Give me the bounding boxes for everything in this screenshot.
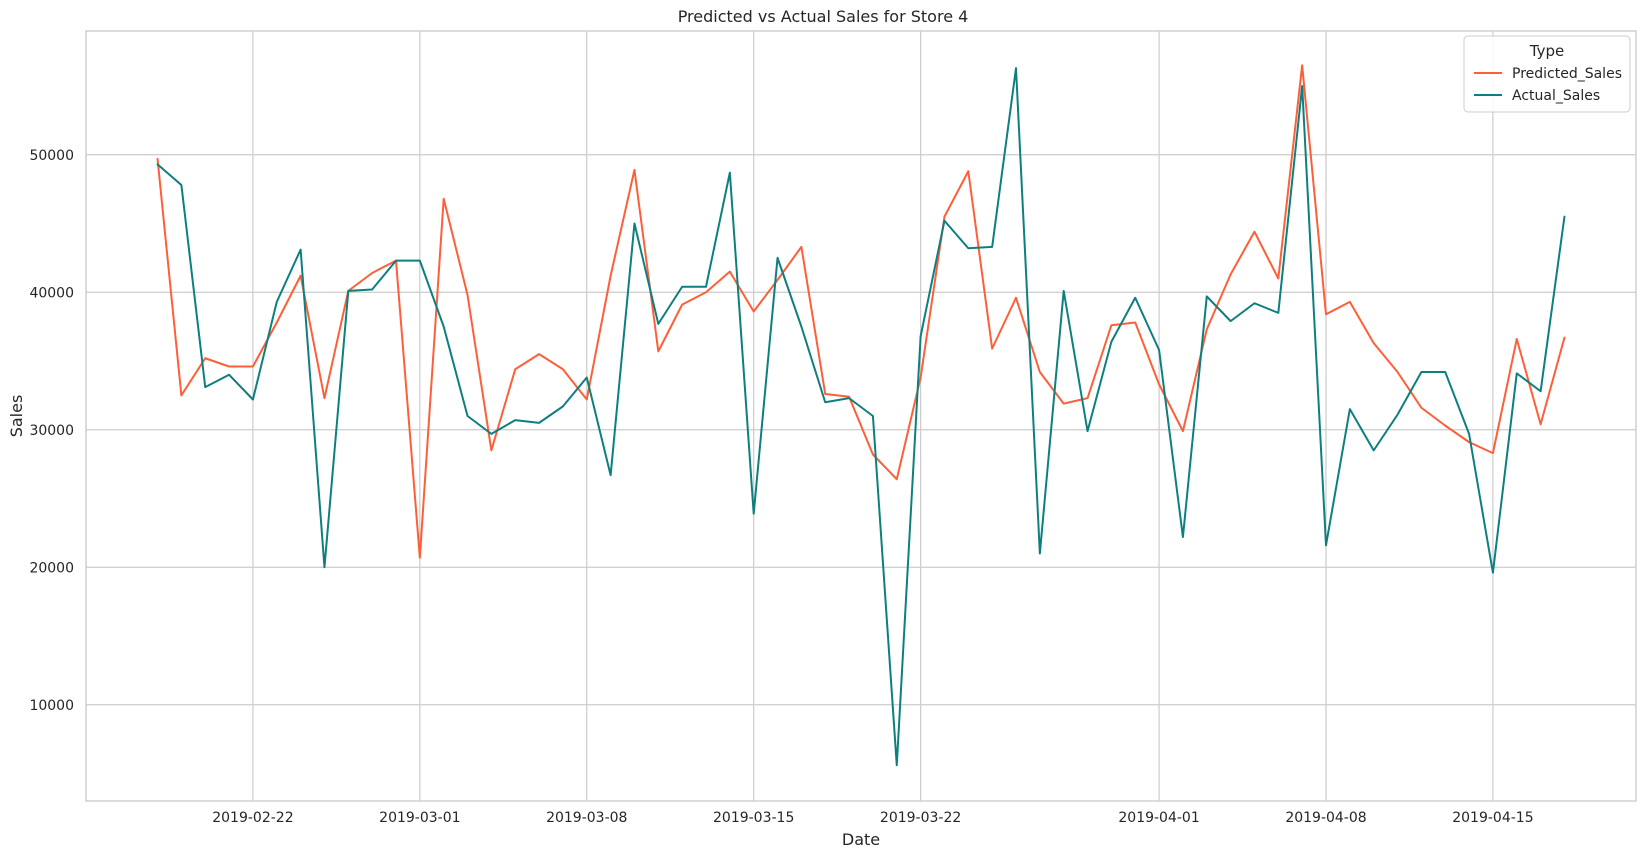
x-tick-label: 2019-02-22 <box>212 810 293 826</box>
legend-label-predicted: Predicted_Sales <box>1512 66 1622 82</box>
x-tick-label: 2019-04-08 <box>1285 810 1366 826</box>
x-tick-label: 2019-03-08 <box>546 810 627 826</box>
y-tick-label: 20000 <box>29 560 74 576</box>
series-lines <box>156 64 1566 767</box>
chart-title: Predicted vs Actual Sales for Store 4 <box>678 7 969 26</box>
x-tick-label: 2019-04-15 <box>1452 810 1533 826</box>
y-tick-label: 30000 <box>29 423 74 439</box>
y-tick-label: 40000 <box>29 285 74 301</box>
y-axis-label: Sales <box>7 395 26 438</box>
series-line-actual-sales <box>156 67 1566 767</box>
grid <box>86 31 1636 801</box>
plot-frame <box>85 30 1637 802</box>
tick-labels: 2019-02-22 2019-03-01 2019-03-08 2019-03-15… <box>29 148 1533 826</box>
y-tick-label: 50000 <box>29 148 74 164</box>
x-tick-label: 2019-03-15 <box>713 810 794 826</box>
x-axis-label: Date <box>842 830 880 849</box>
legend-title: Type <box>1529 42 1564 60</box>
legend-box <box>1463 35 1631 113</box>
x-tick-label: 2019-03-22 <box>880 810 961 826</box>
x-tick-label: 2019-04-01 <box>1118 810 1199 826</box>
legend-label-actual: Actual_Sales <box>1512 88 1600 104</box>
series-line-predicted-sales <box>156 64 1566 559</box>
x-tick-label: 2019-03-01 <box>379 810 460 826</box>
legend: Type Predicted_Sales Actual_Sales <box>1463 35 1631 113</box>
y-tick-label: 10000 <box>29 698 74 714</box>
